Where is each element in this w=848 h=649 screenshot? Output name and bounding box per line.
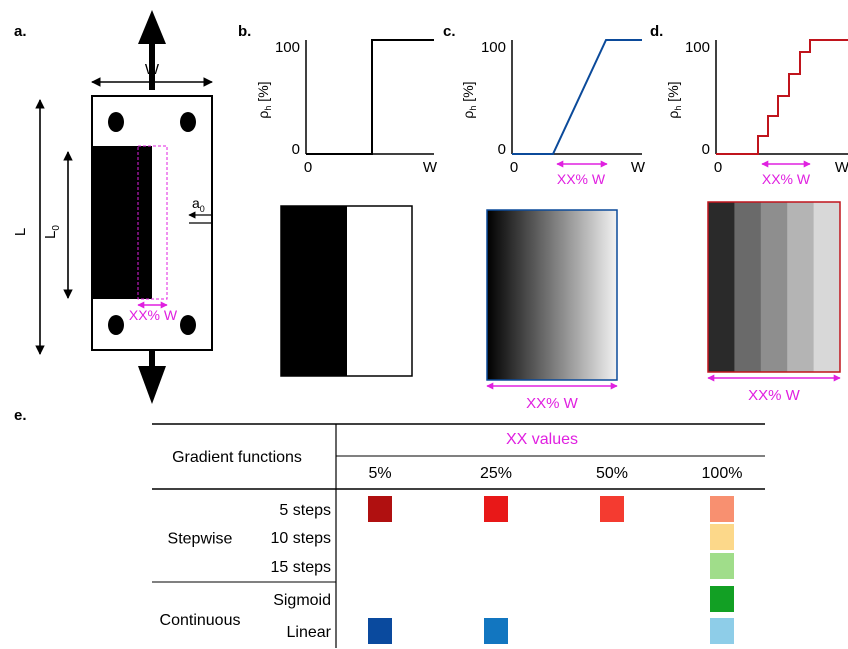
grip-hole-top-right xyxy=(180,112,196,132)
panel-d-stepwise-curve xyxy=(716,39,848,155)
panel-c-ylabel: ρh [%] xyxy=(460,81,478,118)
table-row-label: Sigmoid xyxy=(273,592,331,609)
step-band-3 xyxy=(760,202,788,372)
table-col-header: 25% xyxy=(480,465,512,482)
grip-hole-top-left xyxy=(108,112,124,132)
table-swatch xyxy=(600,496,624,522)
panel-d-bottom-label: XX% W xyxy=(748,387,801,404)
panel-e: e. Gradient functions XX values 5% 25% 50%… xyxy=(14,407,765,648)
grip-hole-bottom-right xyxy=(180,315,196,335)
l0-label: L0 xyxy=(42,225,62,239)
step-band-4 xyxy=(787,202,815,372)
table-swatch xyxy=(484,496,508,522)
panel-c-xx-label: XX% W xyxy=(557,171,606,187)
panel-b: b. ρh [%] 100 0 0 W xyxy=(238,23,438,377)
panel-a-letter: a. xyxy=(14,23,27,40)
panel-c-bottom-label: XX% W xyxy=(526,395,579,412)
table-header-gradient-functions: Gradient functions xyxy=(172,449,302,466)
panel-c-xtick-w: W xyxy=(631,159,646,176)
width-label: W xyxy=(145,61,160,78)
panel-d-xtick-w: W xyxy=(835,159,848,176)
panel-c-ytick-0: 0 xyxy=(498,141,506,158)
panel-b-ylabel: ρh [%] xyxy=(255,81,273,118)
panel-d-letter: d. xyxy=(650,23,663,40)
gradient-zone-outline xyxy=(137,145,168,300)
panel-d-ytick-0: 0 xyxy=(702,141,710,158)
notch-black-region xyxy=(92,146,152,299)
panel-d-step-bands xyxy=(708,202,841,372)
step-band-5 xyxy=(813,202,841,372)
step-band-1 xyxy=(708,202,735,372)
panel-e-letter: e. xyxy=(14,407,27,424)
table-row-label: 10 steps xyxy=(271,530,331,547)
panel-d-stepwise-specimen xyxy=(707,201,841,373)
panel-d-ylabel: ρh [%] xyxy=(665,81,683,118)
grip-hole-bottom-left xyxy=(108,315,124,335)
panel-b-letter: b. xyxy=(238,23,251,40)
panel-b-ytick-0: 0 xyxy=(292,141,300,158)
table-header-xx-values: XX values xyxy=(506,431,578,448)
panel-c-linear-curve xyxy=(512,39,642,155)
table-swatch xyxy=(368,618,392,644)
table-xx-columns: 5% 25% 50% 100% xyxy=(368,465,742,482)
table-col-header: 5% xyxy=(368,465,391,482)
panel-c: c. ρh [%] 100 0 0 W XX% W XX% W xyxy=(443,23,646,412)
panel-c-xtick-0: 0 xyxy=(510,159,518,176)
length-label: L xyxy=(12,228,29,236)
xx-width-label: XX% W xyxy=(129,307,178,323)
table-row-label: 15 steps xyxy=(271,559,331,576)
table-swatch xyxy=(710,618,734,644)
table-group-label: Stepwise xyxy=(168,531,233,548)
table-swatch xyxy=(710,524,734,550)
table-col-header: 50% xyxy=(596,465,628,482)
panel-d: d. ρh [%] 100 0 0 W XX% W XX% W xyxy=(650,23,848,404)
step-band-2 xyxy=(734,202,762,372)
panel-d-xx-label: XX% W xyxy=(762,171,811,187)
panel-b-black-half xyxy=(281,206,347,376)
panel-a: a. W L L0 a0 XX% W xyxy=(12,10,213,404)
panel-b-ytick-100: 100 xyxy=(275,39,300,56)
panel-b-xtick-w: W xyxy=(423,159,438,176)
table-swatch xyxy=(484,618,508,644)
table-body: Stepwise 5 steps 10 steps 15 steps Continuou… xyxy=(160,496,734,644)
panel-d-ytick-100: 100 xyxy=(685,39,710,56)
table-swatch xyxy=(710,496,734,522)
panel-c-gradient-specimen xyxy=(486,209,618,381)
table-row-label: 5 steps xyxy=(279,502,331,519)
table-col-header: 100% xyxy=(702,465,743,482)
table-row-label: Linear xyxy=(287,624,332,641)
table-swatch xyxy=(710,586,734,612)
panel-d-xtick-0: 0 xyxy=(714,159,722,176)
a0-label: a0 xyxy=(192,195,205,214)
table-swatch xyxy=(368,496,392,522)
panel-b-step-curve xyxy=(306,39,434,155)
panel-b-xtick-0: 0 xyxy=(304,159,312,176)
panel-c-letter: c. xyxy=(443,23,456,40)
panel-c-ytick-100: 100 xyxy=(481,39,506,56)
load-arrow-down-icon xyxy=(138,366,166,404)
load-arrow-up-icon xyxy=(138,10,166,44)
table-group-label: Continuous xyxy=(160,612,241,629)
table-swatch xyxy=(710,553,734,579)
